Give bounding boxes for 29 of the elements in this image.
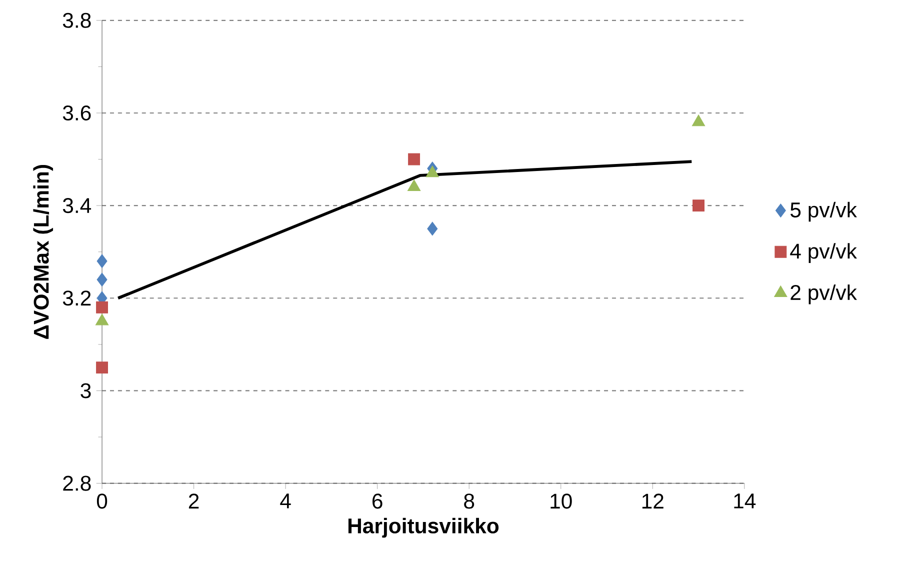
y-tick-label: 3 [80,383,91,398]
point [96,254,108,268]
x-tick-label: 12 [642,494,664,508]
point [407,179,421,191]
y-tick-label: 3.4 [62,198,92,214]
y-axis-title: ΔVO2Max (L/min) [33,164,54,339]
point [96,272,108,286]
x-tick-label: 2 [188,494,199,508]
legend-label: 4 pv/vk [790,243,857,263]
y-tick-label: 3.6 [62,105,91,120]
point [96,301,108,314]
y-tick-label: 3.8 [62,12,91,28]
x-tick-label: 0 [96,494,108,509]
x-tick-label: 14 [734,494,756,508]
point [692,114,706,126]
point [427,222,438,236]
x-tick-label: 4 [280,494,291,508]
y-tick-label: 3.2 [62,290,91,306]
point [96,362,108,374]
y-tick-label: 2.8 [63,476,91,491]
x-tick-label: 8 [464,494,474,509]
legend-label: 5 pv/vk [790,202,857,222]
point [692,200,704,212]
legend-label: 2 pv/vk [790,284,857,304]
point [408,153,420,166]
x-tick-label: 6 [372,494,382,509]
x-tick-label: 10 [550,494,572,509]
point [426,166,439,178]
x-axis-title: Harjoitusviikko [348,518,499,538]
